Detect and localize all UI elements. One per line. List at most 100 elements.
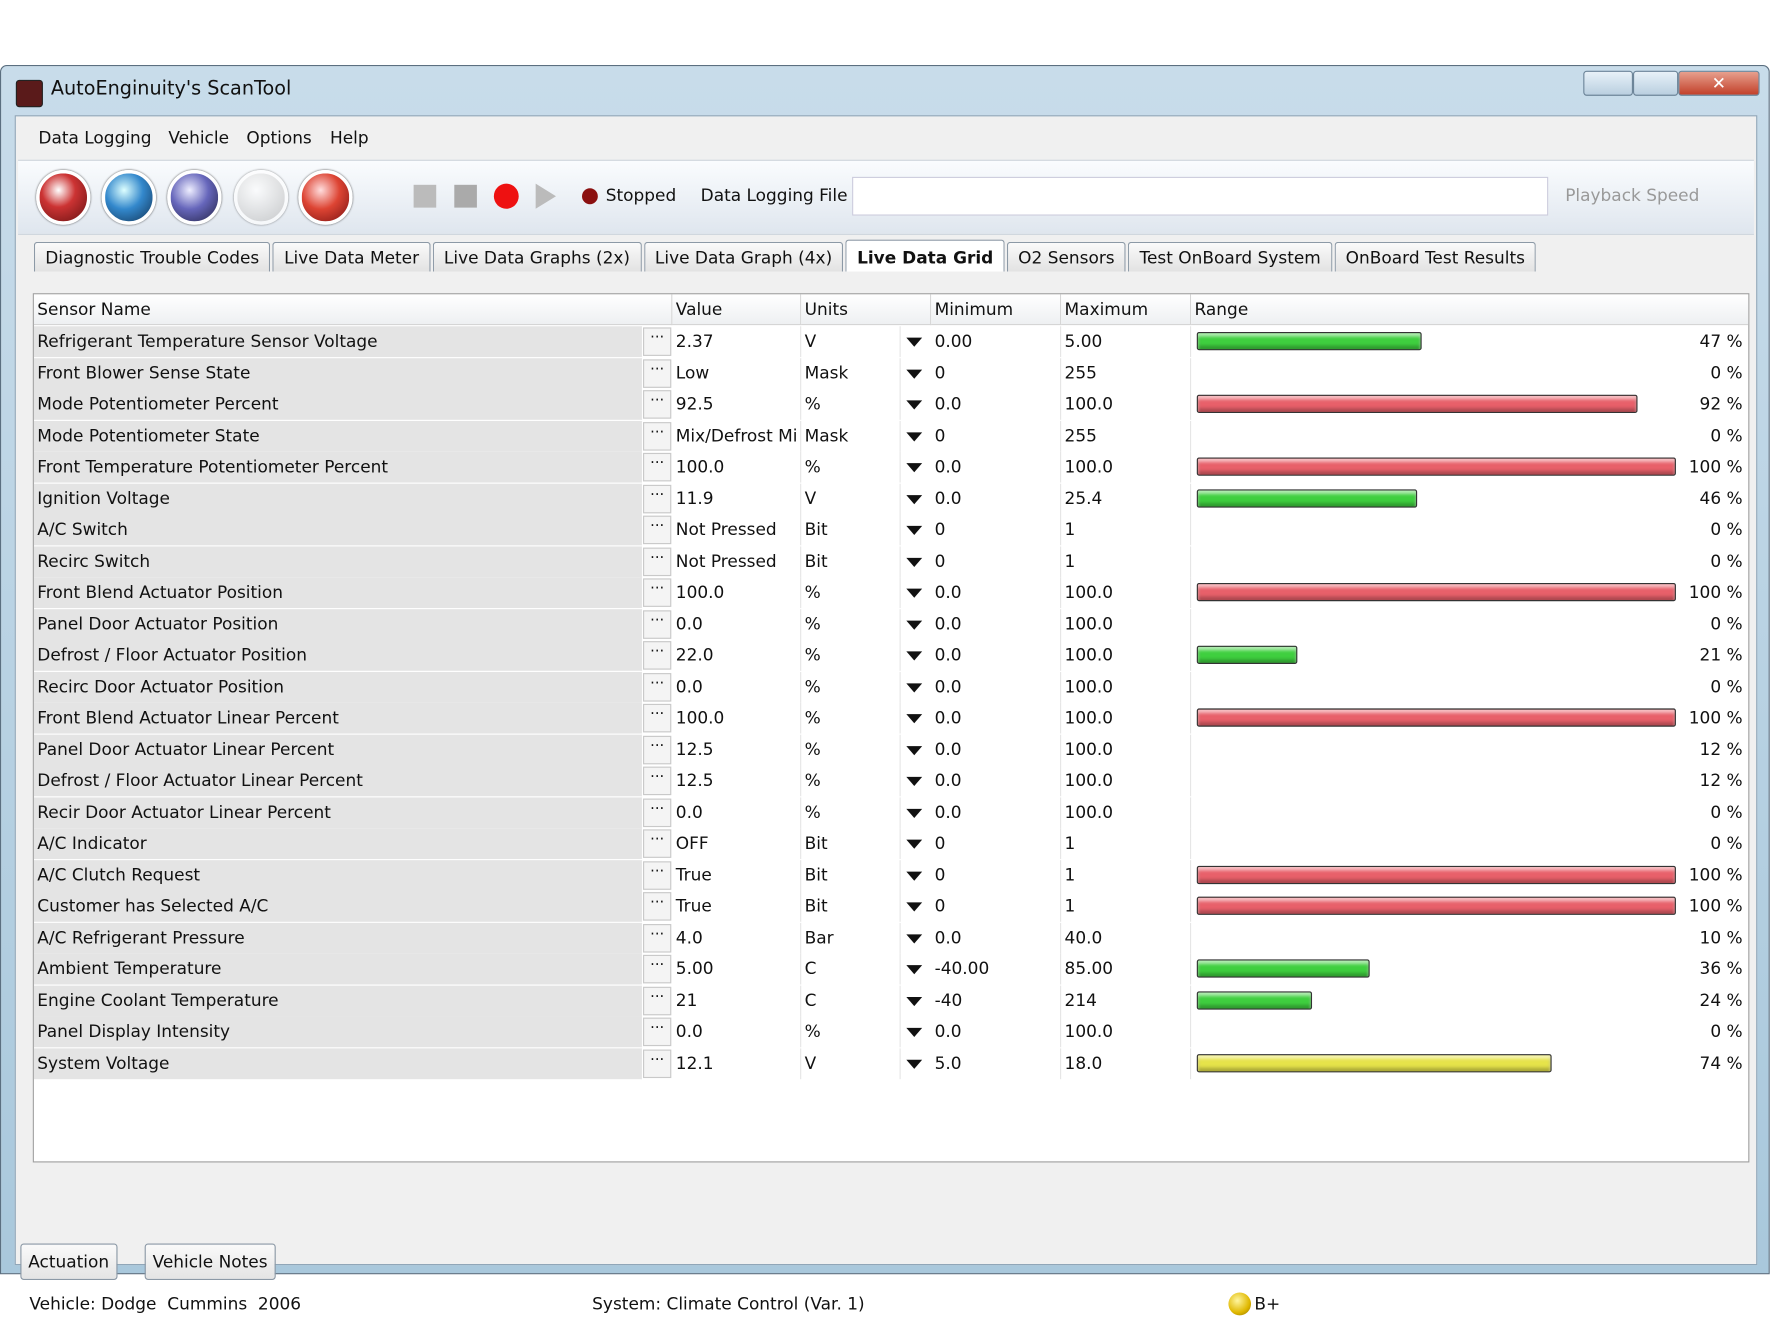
bottom-tab[interactable]: Actuation xyxy=(20,1243,118,1280)
cell-value: 5.00 xyxy=(672,953,802,985)
cell-max: 1 xyxy=(1061,890,1192,922)
units-dropdown[interactable] xyxy=(906,1059,923,1069)
play-button[interactable] xyxy=(535,183,557,209)
ellipsis-button[interactable]: ··· xyxy=(643,735,672,764)
ellipsis-button[interactable]: ··· xyxy=(643,860,672,890)
units-dropdown[interactable] xyxy=(906,902,923,912)
ellipsis-button[interactable]: ··· xyxy=(643,797,672,827)
tab[interactable]: Live Data Meter xyxy=(272,241,431,272)
column-header[interactable]: Maximum xyxy=(1061,294,1192,326)
units-dropdown[interactable] xyxy=(906,463,923,473)
menu-item[interactable]: Help xyxy=(329,127,369,149)
ellipsis-button[interactable]: ··· xyxy=(643,986,672,1015)
ellipsis-button[interactable]: ··· xyxy=(643,954,672,984)
pause-button[interactable] xyxy=(413,184,437,208)
tab[interactable]: Diagnostic Trouble Codes xyxy=(33,241,271,272)
units-dropdown[interactable] xyxy=(906,337,923,347)
ellipsis-button[interactable]: ··· xyxy=(643,892,672,921)
minimize-button[interactable] xyxy=(1583,70,1633,96)
cell-units: Bit xyxy=(801,545,901,577)
units-dropdown[interactable] xyxy=(906,776,923,787)
units-dropdown[interactable] xyxy=(906,871,923,881)
column-header[interactable]: Units xyxy=(801,294,932,326)
units-dropdown[interactable] xyxy=(906,1027,923,1037)
cell-name: Ambient Temperature xyxy=(33,953,642,985)
maximize-button[interactable] xyxy=(1632,70,1679,96)
client-area: Stopped Data Logging File Playback Speed… xyxy=(14,115,1758,1316)
cell-value: 12.1 xyxy=(672,1047,802,1079)
bottom-tab[interactable]: Vehicle Notes xyxy=(144,1243,276,1280)
units-dropdown[interactable] xyxy=(906,745,923,755)
units-dropdown[interactable] xyxy=(906,714,923,724)
cell-min: 0.0 xyxy=(931,451,1062,483)
range-bar xyxy=(1196,1053,1552,1072)
cell-min: 0 xyxy=(931,545,1062,577)
tab[interactable]: OnBoard Test Results xyxy=(1334,241,1537,272)
units-dropdown[interactable] xyxy=(906,839,923,849)
ellipsis-button[interactable]: ··· xyxy=(643,829,672,858)
ellipsis-button[interactable]: ··· xyxy=(643,609,672,639)
tab[interactable]: Live Data Grid xyxy=(845,239,1005,272)
stop-button[interactable] xyxy=(454,184,477,208)
cell-max: 18.0 xyxy=(1061,1047,1192,1079)
toolbar-button[interactable] xyxy=(167,169,222,225)
ellipsis-button[interactable]: ··· xyxy=(643,1048,672,1078)
units-dropdown[interactable] xyxy=(906,996,923,1006)
units-dropdown[interactable] xyxy=(906,682,923,692)
menu-item[interactable]: Options xyxy=(246,127,312,149)
ellipsis-button[interactable]: ··· xyxy=(643,452,672,482)
units-dropdown[interactable] xyxy=(906,588,923,598)
ellipsis-button[interactable]: ··· xyxy=(643,766,672,796)
units-dropdown[interactable] xyxy=(906,400,923,410)
ellipsis-button[interactable]: ··· xyxy=(643,515,672,545)
record-button[interactable] xyxy=(493,183,519,209)
ellipsis-button[interactable]: ··· xyxy=(643,327,672,356)
ellipsis-button[interactable]: ··· xyxy=(643,421,672,451)
column-header[interactable]: Minimum xyxy=(931,294,1062,326)
close-button[interactable]: ✕ xyxy=(1678,70,1760,96)
units-dropdown[interactable] xyxy=(906,620,923,630)
cell-min: 0 xyxy=(931,514,1062,546)
ellipsis-button[interactable]: ··· xyxy=(643,923,672,952)
ellipsis-button[interactable]: ··· xyxy=(643,1017,672,1047)
ellipsis-button[interactable]: ··· xyxy=(643,703,672,733)
column-header[interactable]: Range xyxy=(1191,294,1749,326)
ellipsis-button[interactable]: ··· xyxy=(643,641,672,670)
units-dropdown[interactable] xyxy=(906,965,923,975)
units-dropdown[interactable] xyxy=(906,494,923,504)
menu-item[interactable]: Vehicle xyxy=(168,127,230,149)
units-dropdown[interactable] xyxy=(906,525,923,536)
ellipsis-button[interactable]: ··· xyxy=(643,390,672,419)
ellipsis-button[interactable]: ··· xyxy=(643,358,672,388)
ellipsis-button[interactable]: ··· xyxy=(643,484,672,513)
units-dropdown[interactable] xyxy=(906,431,923,441)
cell-name: Mode Potentiometer Percent xyxy=(33,389,642,420)
cell-value: 0.0 xyxy=(672,671,802,703)
file-input[interactable] xyxy=(852,176,1549,216)
toolbar-button[interactable] xyxy=(298,169,353,225)
tab[interactable]: O2 Sensors xyxy=(1006,241,1126,272)
column-header[interactable]: Value xyxy=(672,294,802,326)
units-dropdown[interactable] xyxy=(906,369,923,379)
units-dropdown[interactable] xyxy=(906,557,923,567)
toolbar-button[interactable] xyxy=(36,169,91,225)
tab[interactable]: Live Data Graph (4x) xyxy=(643,241,844,272)
ellipsis-button[interactable]: ··· xyxy=(643,547,672,576)
range-bar xyxy=(1196,896,1676,915)
cell-max: 100.0 xyxy=(1061,389,1192,420)
menu-item[interactable]: Data Logging xyxy=(38,127,152,149)
tab[interactable]: Live Data Graphs (2x) xyxy=(432,241,642,272)
column-header[interactable]: Sensor Name xyxy=(33,294,673,326)
ellipsis-button[interactable]: ··· xyxy=(643,578,672,607)
units-dropdown[interactable] xyxy=(906,933,923,943)
toolbar-button[interactable] xyxy=(101,169,156,225)
cell-name: Front Blower Sense State xyxy=(33,357,642,389)
tab[interactable]: Test OnBoard System xyxy=(1128,241,1333,272)
units-dropdown[interactable] xyxy=(906,651,923,661)
cell-min: 0.0 xyxy=(931,702,1062,734)
ellipsis-button[interactable]: ··· xyxy=(643,672,672,702)
cell-min: 0.0 xyxy=(931,639,1062,671)
units-dropdown[interactable] xyxy=(906,808,923,818)
cell-units: Mask xyxy=(801,420,901,452)
range-bar xyxy=(1196,865,1676,884)
